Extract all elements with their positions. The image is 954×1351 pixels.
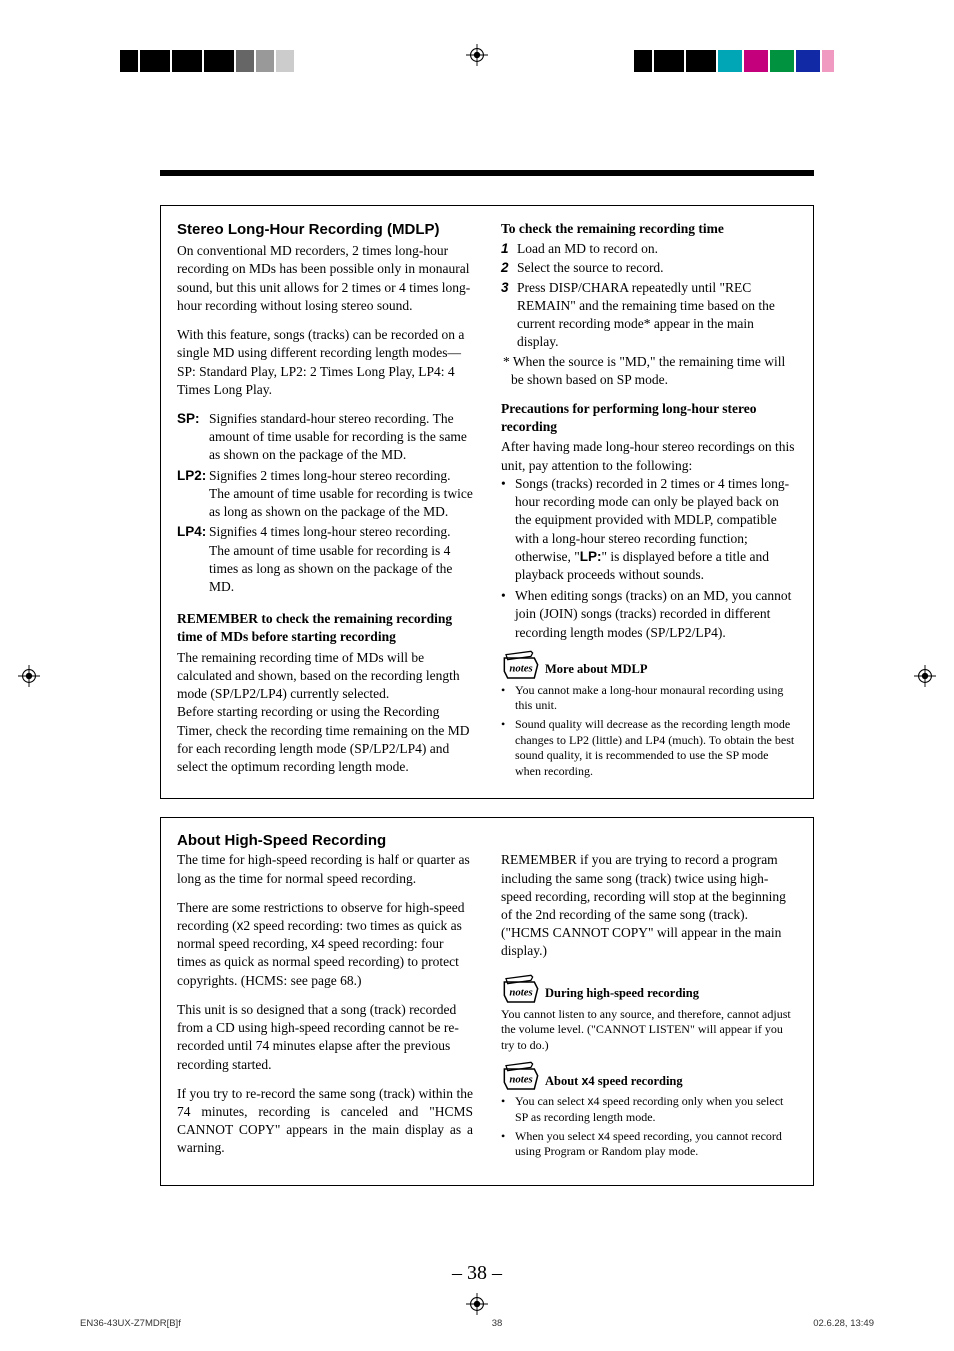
notes-title: During high-speed recording [545,985,699,1004]
note: •You cannot make a long-hour monaural re… [501,683,797,714]
section-high-speed: About High-Speed Recording The time for … [160,817,814,1185]
paragraph: REMEMBER if you are trying to record a p… [501,851,797,960]
subheading: REMEMBER to check the remaining recordin… [177,610,473,646]
mdlp-right-column: To check the remaining recording time 1L… [501,220,797,782]
notes-icon: notes [501,972,541,1004]
note: •You can select x4 speed recording only … [501,1094,797,1125]
registration-mark-icon [466,44,488,66]
definition: LP4:Signifies 4 times long-hour stereo r… [177,523,473,596]
paragraph: The time for high-speed recording is hal… [177,851,473,887]
header-rule [160,170,814,176]
paragraph: After having made long-hour stereo recor… [501,438,797,474]
notes-icon: notes [501,1059,541,1091]
hs-right-column: REMEMBER if you are trying to record a p… [501,851,797,1168]
section-mdlp: Stereo Long-Hour Recording (MDLP) On con… [160,205,814,799]
footer-center: 38 [492,1318,503,1329]
paragraph: On conventional MD recorders, 2 times lo… [177,242,473,315]
hs-left-column: The time for high-speed recording is hal… [177,851,473,1168]
definition: LP2:Signifies 2 times long-hour stereo r… [177,467,473,522]
paragraph: This unit is so designed that a song (tr… [177,1001,473,1074]
subheading: To check the remaining recording time [501,220,797,238]
footnote: * When the source is "MD," the remaining… [501,353,797,389]
svg-text:notes: notes [509,662,532,674]
paragraph: There are some restrictions to observe f… [177,899,473,990]
footer-left: EN36-43UX-Z7MDR[B]f [80,1318,181,1329]
paragraph: If you try to re-record the same song (t… [177,1085,473,1158]
notes-icon: notes [501,648,541,680]
notes-title: More about MDLP [545,661,648,680]
step: 1Load an MD to record on. [501,240,797,258]
definition-list: SP:Signifies standard-hour stereo record… [177,410,473,596]
page-content: Stereo Long-Hour Recording (MDLP) On con… [160,205,814,1204]
subheading: Precautions for performing long-hour ste… [501,400,797,436]
paragraph: Before starting recording or using the R… [177,703,473,776]
definition: SP:Signifies standard-hour stereo record… [177,410,473,465]
registration-mark-icon [466,1293,488,1315]
section-title: Stereo Long-Hour Recording (MDLP) [177,220,473,240]
registration-mark-icon [914,665,936,687]
mdlp-left-column: Stereo Long-Hour Recording (MDLP) On con… [177,220,473,782]
section-title: About High-Speed Recording [177,832,797,849]
paragraph: With this feature, songs (tracks) can be… [177,326,473,399]
bullet: •When editing songs (tracks) on an MD, y… [501,587,797,642]
color-bar-left [120,50,294,72]
color-bar-right [634,50,834,72]
bullet: •Songs (tracks) recorded in 2 times or 4… [501,475,797,584]
notes-header: notes More about MDLP [501,648,797,680]
page-number: – 38 – [0,1262,954,1285]
notes-header: notes About x4 speed recording [501,1059,797,1091]
notes-title: About x4 speed recording [545,1073,683,1092]
note: •Sound quality will decrease as the reco… [501,717,797,779]
notes-header: notes During high-speed recording [501,972,797,1004]
paragraph: The remaining recording time of MDs will… [177,649,473,704]
footer: EN36-43UX-Z7MDR[B]f 38 02.6.28, 13:49 [80,1318,874,1329]
step: 2Select the source to record. [501,259,797,277]
svg-text:notes: notes [509,1074,532,1086]
step: 3Press DISP/CHARA repeatedly until "REC … [501,279,797,352]
note-body: You cannot listen to any source, and the… [501,1007,797,1054]
svg-text:notes: notes [509,986,532,998]
footer-right: 02.6.28, 13:49 [813,1318,874,1329]
note: •When you select x4 speed recording, you… [501,1129,797,1160]
registration-mark-icon [18,665,40,687]
